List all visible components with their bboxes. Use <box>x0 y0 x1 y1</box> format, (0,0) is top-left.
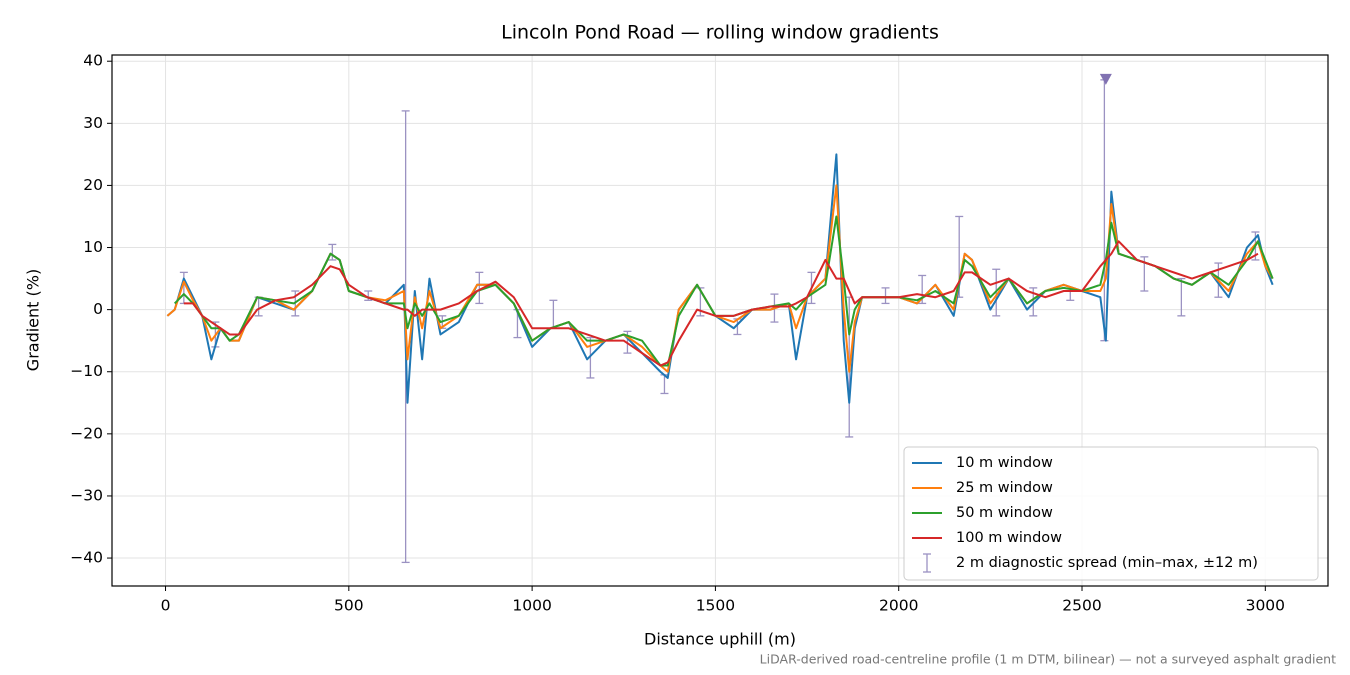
x-tick-label: 3000 <box>1246 597 1285 615</box>
x-tick-label: 1500 <box>696 597 735 615</box>
clip-marker <box>1099 73 1112 85</box>
y-tick-label: 40 <box>83 52 103 70</box>
legend-label: 25 m window <box>956 480 1053 496</box>
legend-box <box>903 446 1319 581</box>
y-tick-label: −20 <box>70 424 103 442</box>
y-tick-label: −40 <box>70 549 103 567</box>
x-axis-label: Distance uphill (m) <box>644 630 796 649</box>
x-tick-label: 2500 <box>1062 597 1101 615</box>
x-tick-label: 500 <box>334 597 364 615</box>
y-tick-label: 30 <box>83 114 103 132</box>
footnote: LiDAR-derived road-centreline profile (1… <box>760 652 1336 667</box>
legend-label: 100 m window <box>956 530 1062 546</box>
x-tick-label: 2000 <box>879 597 918 615</box>
legend-label: 50 m window <box>956 505 1053 521</box>
x-tick-label: 0 <box>161 597 171 615</box>
y-tick-label: 0 <box>93 300 103 318</box>
y-axis-label: Gradient (%) <box>24 269 43 371</box>
y-tick-label: 20 <box>83 176 103 194</box>
chart-title: Lincoln Pond Road — rolling window gradi… <box>501 22 939 44</box>
plot-frame <box>111 54 1329 587</box>
line-series <box>166 184 1274 373</box>
x-tick-label: 1000 <box>512 597 551 615</box>
plot-area <box>166 73 1274 564</box>
y-tick-label: 10 <box>83 238 103 256</box>
line-series <box>183 240 1259 367</box>
y-tick-label: −10 <box>70 362 103 380</box>
legend-label: 2 m diagnostic spread (min–max, ±12 m) <box>956 555 1258 571</box>
y-tick-label: −30 <box>70 486 103 504</box>
legend-label: 10 m window <box>956 455 1053 471</box>
line-series <box>166 153 1274 404</box>
